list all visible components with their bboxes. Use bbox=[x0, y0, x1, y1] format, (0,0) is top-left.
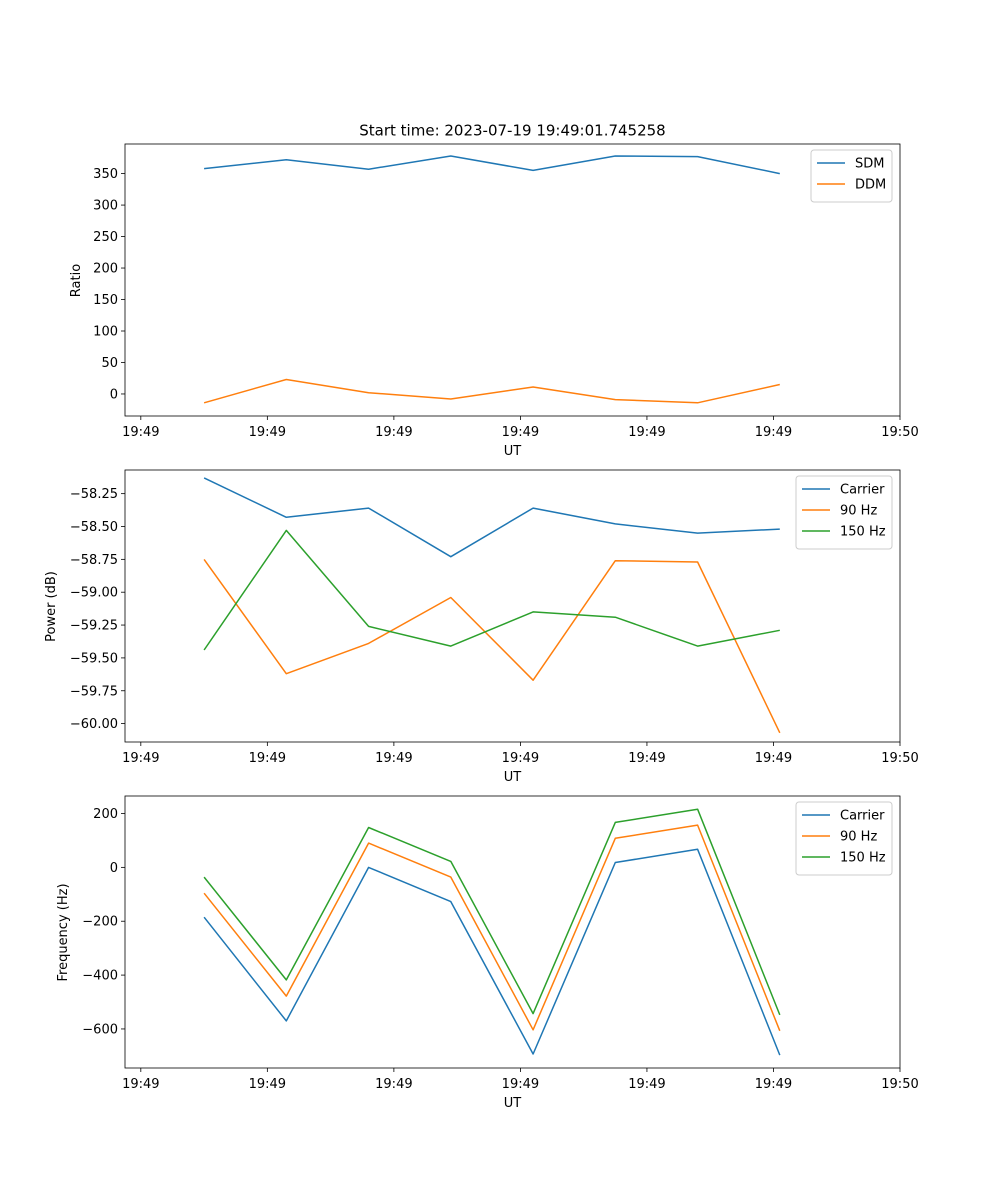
y-tick-label: 100 bbox=[93, 325, 118, 340]
legend-label: Carrier bbox=[840, 483, 885, 498]
x-tick-label: 19:49 bbox=[375, 1077, 412, 1092]
series-line-sdm bbox=[204, 155, 780, 175]
ratio-panel: Start time: 2023-07-19 19:49:01.745258 U… bbox=[69, 122, 919, 460]
series-line-150-hz bbox=[203, 808, 781, 1016]
y-tick-label: 0 bbox=[110, 387, 118, 402]
y-tick-label: −59.50 bbox=[70, 651, 118, 666]
legend: Carrier 90 Hz 150 Hz bbox=[795, 475, 893, 550]
y-tick-label: −58.25 bbox=[70, 487, 118, 502]
legend-label: 90 Hz bbox=[840, 830, 877, 845]
x-tick-label: 19:49 bbox=[249, 751, 286, 766]
x-tick-label: 19:49 bbox=[122, 1077, 159, 1092]
frequency-panel: UT Frequency (Hz) 19:49 19:49 19:49 19:49 19… bbox=[56, 795, 919, 1111]
x-tick-label: 19:49 bbox=[755, 751, 792, 766]
x-tick-label: 19:49 bbox=[122, 751, 159, 766]
x-tick-label: 19:49 bbox=[628, 1077, 665, 1092]
legend-label: DDM bbox=[855, 178, 886, 193]
chart-title: Start time: 2023-07-19 19:49:01.745258 bbox=[359, 122, 665, 140]
y-tick-label: 0 bbox=[110, 861, 118, 876]
y-tick-label: 200 bbox=[93, 807, 118, 822]
y-tick-label: 250 bbox=[93, 230, 118, 245]
x-axis-label: UT bbox=[504, 444, 522, 459]
y-tick-label: −200 bbox=[82, 915, 118, 930]
y-axis-label: Frequency (Hz) bbox=[56, 883, 71, 981]
y-tick-label: −59.25 bbox=[70, 619, 118, 634]
series-line-90-hz bbox=[203, 824, 781, 1032]
x-tick-label: 19:49 bbox=[375, 751, 412, 766]
x-tick-label: 19:49 bbox=[755, 425, 792, 440]
x-tick-label: 19:50 bbox=[881, 751, 918, 766]
y-tick-label: −59.75 bbox=[70, 684, 118, 699]
series-line-carrier bbox=[203, 477, 780, 558]
x-tick-label: 19:49 bbox=[249, 425, 286, 440]
legend-label: 150 Hz bbox=[840, 525, 886, 540]
legend-label: Carrier bbox=[840, 809, 885, 824]
power-panel: UT Power (dB) 19:49 19:49 19:49 19:49 19:49 1… bbox=[44, 469, 919, 785]
y-axis-label: Ratio bbox=[69, 264, 84, 297]
x-tick-label: 19:49 bbox=[249, 1077, 286, 1092]
y-axis-label: Power (dB) bbox=[44, 571, 59, 642]
y-tick-label: 150 bbox=[93, 293, 118, 308]
legend-label: 150 Hz bbox=[840, 851, 886, 866]
x-tick-label: 19:49 bbox=[122, 425, 159, 440]
axes-frame bbox=[124, 143, 901, 417]
series-line-150-hz bbox=[203, 529, 780, 651]
x-axis-label: UT bbox=[504, 1096, 522, 1111]
y-tick-label: 300 bbox=[93, 199, 118, 214]
y-tick-label: −58.50 bbox=[70, 520, 118, 535]
x-tick-label: 19:49 bbox=[375, 425, 412, 440]
x-tick-label: 19:50 bbox=[881, 425, 918, 440]
legend: SDM DDM bbox=[810, 149, 893, 203]
y-tick-label: −60.00 bbox=[70, 717, 118, 732]
x-tick-label: 19:49 bbox=[502, 1077, 539, 1092]
series-line-ddm bbox=[203, 378, 780, 404]
x-tick-label: 19:49 bbox=[628, 751, 665, 766]
y-tick-label: 200 bbox=[93, 262, 118, 277]
y-tick-label: −59.00 bbox=[70, 586, 118, 601]
y-tick-label: 50 bbox=[101, 356, 118, 371]
x-tick-label: 19:49 bbox=[628, 425, 665, 440]
x-tick-label: 19:49 bbox=[502, 751, 539, 766]
x-tick-label: 19:50 bbox=[881, 1077, 918, 1092]
x-tick-label: 19:49 bbox=[502, 425, 539, 440]
y-tick-label: 350 bbox=[93, 167, 118, 182]
y-tick-label: −58.75 bbox=[70, 553, 118, 568]
legend-label: SDM bbox=[855, 157, 884, 172]
y-tick-label: −400 bbox=[82, 969, 118, 984]
legend-label: 90 Hz bbox=[840, 504, 877, 519]
axes-frame bbox=[124, 469, 901, 743]
legend: Carrier 90 Hz 150 Hz bbox=[795, 801, 893, 876]
x-tick-label: 19:49 bbox=[755, 1077, 792, 1092]
axes-frame bbox=[124, 795, 901, 1069]
x-axis-label: UT bbox=[504, 770, 522, 785]
series-line-carrier bbox=[203, 848, 781, 1056]
y-tick-label: −600 bbox=[82, 1022, 118, 1037]
series-line-90-hz bbox=[203, 558, 781, 734]
